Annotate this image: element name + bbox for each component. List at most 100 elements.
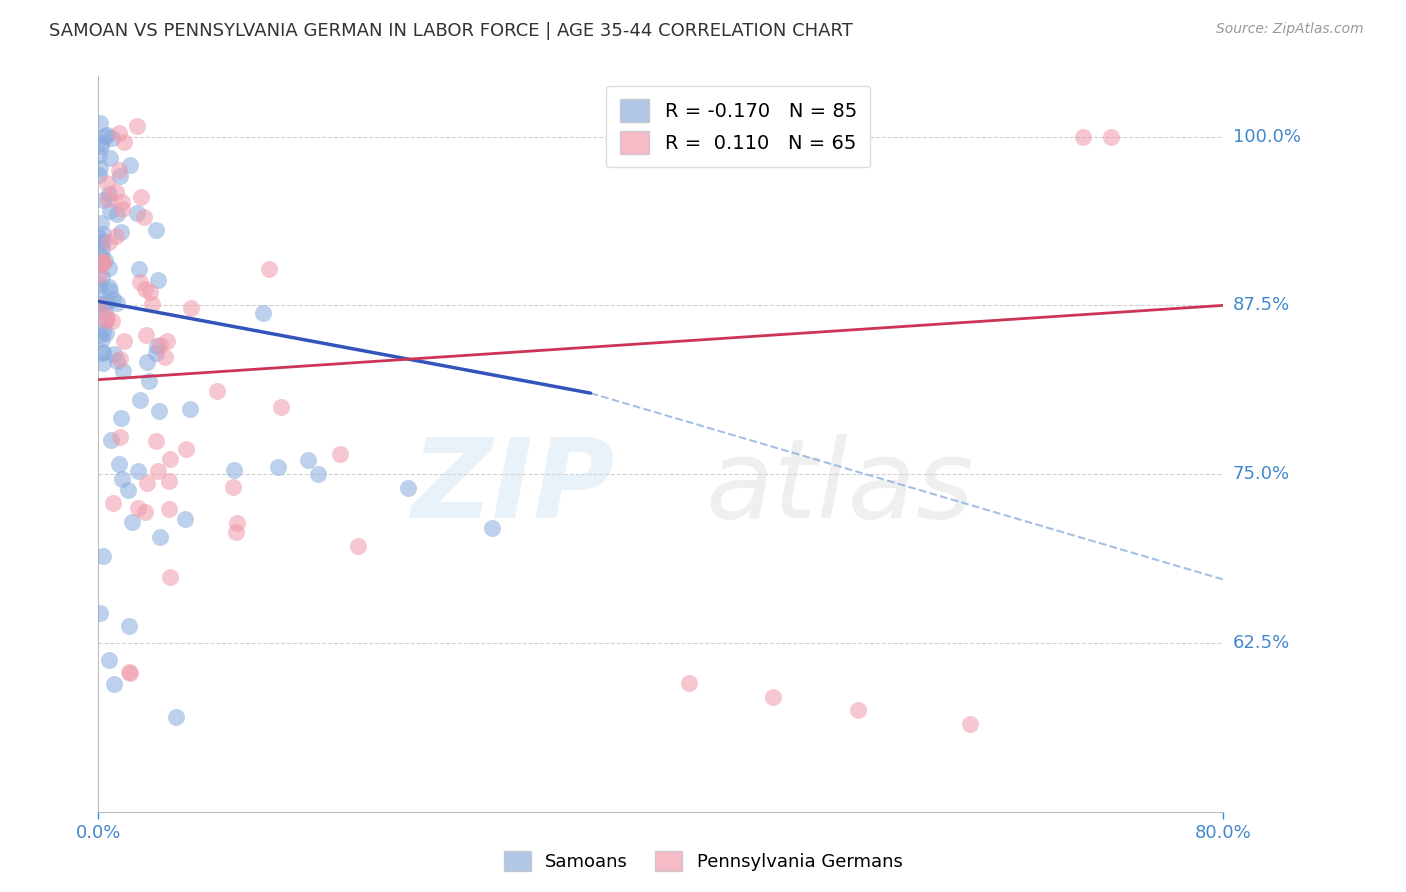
Point <box>90 235 112 250</box>
Point <box>89 327 111 342</box>
Point <box>89 148 111 162</box>
Point <box>135 475 157 490</box>
Point <box>159 451 181 466</box>
Point <box>127 464 149 478</box>
Point <box>117 665 139 679</box>
Point <box>91 549 114 563</box>
Point <box>117 483 139 498</box>
Point <box>225 524 247 539</box>
Point <box>396 481 419 495</box>
Text: 87.5%: 87.5% <box>1233 296 1291 314</box>
Point <box>129 190 152 204</box>
Point <box>105 354 128 368</box>
Point <box>101 292 124 306</box>
Point <box>180 301 202 315</box>
Point <box>125 119 148 133</box>
Point <box>846 703 869 717</box>
Point <box>307 467 329 481</box>
Point <box>270 400 292 414</box>
Point <box>138 374 160 388</box>
Point <box>157 501 180 516</box>
Point <box>90 216 112 230</box>
Point <box>481 521 503 535</box>
Point <box>121 516 143 530</box>
Text: 75.0%: 75.0% <box>1233 465 1291 483</box>
Point <box>96 128 118 143</box>
Point <box>96 310 118 324</box>
Point <box>104 185 127 199</box>
Point <box>91 242 114 256</box>
Point <box>141 297 163 311</box>
Point <box>98 186 121 201</box>
Text: SAMOAN VS PENNSYLVANIA GERMAN IN LABOR FORCE | AGE 35-44 CORRELATION CHART: SAMOAN VS PENNSYLVANIA GERMAN IN LABOR F… <box>49 22 853 40</box>
Point <box>329 447 352 461</box>
Point <box>128 262 150 277</box>
Point <box>1071 129 1094 144</box>
Point <box>111 202 134 216</box>
Point <box>148 272 170 286</box>
Point <box>97 653 120 667</box>
Text: ZIP: ZIP <box>412 434 616 541</box>
Point <box>89 281 111 295</box>
Point <box>91 227 114 242</box>
Point <box>134 505 156 519</box>
Point <box>132 210 155 224</box>
Point <box>267 460 290 475</box>
Point <box>149 338 172 352</box>
Point <box>107 207 129 221</box>
Point <box>145 434 167 449</box>
Point <box>90 269 112 284</box>
Point <box>297 453 319 467</box>
Point <box>111 472 134 486</box>
Point <box>111 195 134 210</box>
Point <box>103 677 125 691</box>
Point <box>100 130 122 145</box>
Point <box>91 256 114 270</box>
Point <box>157 474 180 488</box>
Point <box>252 305 274 319</box>
Point <box>96 176 118 190</box>
Point <box>205 384 228 398</box>
Point <box>90 249 112 263</box>
Point <box>89 168 111 182</box>
Point <box>110 410 132 425</box>
Point <box>108 352 131 367</box>
Point <box>135 327 157 342</box>
Point <box>91 297 114 311</box>
Point <box>89 296 111 310</box>
Point <box>96 295 118 310</box>
Point <box>112 334 135 348</box>
Point <box>678 676 700 690</box>
Point <box>97 279 120 293</box>
Text: Source: ZipAtlas.com: Source: ZipAtlas.com <box>1216 22 1364 37</box>
Point <box>91 324 114 338</box>
Point <box>145 223 167 237</box>
Point <box>94 128 117 143</box>
Point <box>148 403 170 417</box>
Point <box>107 163 129 178</box>
Point <box>97 235 120 249</box>
Point <box>110 225 132 239</box>
Point <box>165 710 187 724</box>
Text: atlas: atlas <box>706 434 974 541</box>
Legend: R = -0.170   N = 85, R =  0.110   N = 65: R = -0.170 N = 85, R = 0.110 N = 65 <box>606 86 870 168</box>
Point <box>98 260 121 275</box>
Point <box>159 570 181 584</box>
Point <box>179 401 201 416</box>
Point <box>156 334 179 348</box>
Point <box>959 717 981 731</box>
Point <box>91 256 114 270</box>
Point <box>108 126 131 140</box>
Point <box>128 392 150 407</box>
Point <box>93 344 115 359</box>
Point <box>127 501 149 516</box>
Text: 100.0%: 100.0% <box>1233 128 1301 145</box>
Point <box>108 457 131 471</box>
Point <box>128 276 150 290</box>
Point <box>1099 129 1122 144</box>
Point <box>94 305 117 319</box>
Point <box>153 350 176 364</box>
Point <box>89 256 111 270</box>
Point <box>108 169 131 183</box>
Point <box>101 496 124 510</box>
